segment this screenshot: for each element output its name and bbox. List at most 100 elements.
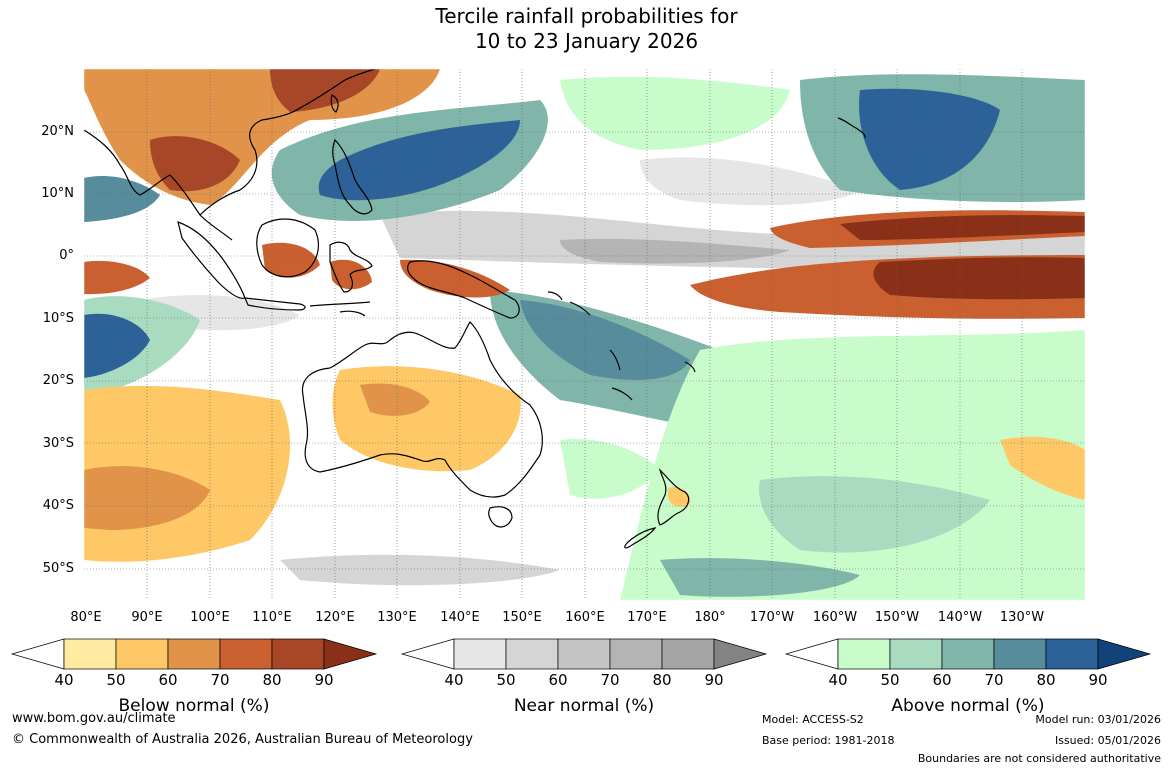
colorbar-extend-high bbox=[1097, 638, 1152, 670]
lon-label: 100°E bbox=[190, 610, 230, 625]
copyright-notice: © Commonwealth of Australia 2026, Austra… bbox=[12, 732, 473, 747]
lon-label: 140°W bbox=[937, 610, 983, 625]
coastline-solomon-islands bbox=[547, 291, 591, 316]
coastline-lesser-sunda bbox=[309, 301, 371, 317]
above-normal-bay-of-bengal bbox=[84, 175, 160, 222]
colorbar-segment bbox=[167, 638, 221, 670]
colorbar-segment bbox=[505, 638, 559, 670]
map-title-line-2: 10 to 23 January 2026 bbox=[474, 29, 699, 53]
colorbar-extend-low bbox=[400, 638, 455, 670]
below-normal-indonesia-west bbox=[84, 260, 150, 295]
colorbar-segment bbox=[557, 638, 611, 670]
lon-label: 170°E bbox=[627, 610, 667, 625]
lat-label: 30°S bbox=[42, 436, 74, 451]
below-normal-australia-interior-core bbox=[360, 383, 430, 416]
colorbar-extend-high bbox=[323, 638, 378, 670]
above-normal-south-pacific bbox=[620, 330, 1085, 600]
lon-label: 130°W bbox=[999, 610, 1045, 625]
coastline-tasmania bbox=[488, 506, 513, 528]
colorbar-segment bbox=[115, 638, 169, 670]
colorbar-tick: 50 bbox=[496, 671, 516, 689]
colorbar-tick: 80 bbox=[652, 671, 672, 689]
colorbar-segment bbox=[837, 638, 891, 670]
colorbar-tick: 40 bbox=[828, 671, 848, 689]
colorbar-tick: 70 bbox=[984, 671, 1004, 689]
colorbar-tick: 60 bbox=[158, 671, 178, 689]
colorbar-tick: 40 bbox=[54, 671, 74, 689]
lon-label: 150°W bbox=[874, 610, 920, 625]
lon-label: 80°E bbox=[70, 610, 102, 625]
coastline-vanuatu-fiji bbox=[609, 349, 696, 401]
colorbar-segment bbox=[661, 638, 715, 670]
coastline-sulawesi bbox=[329, 241, 373, 293]
near-normal-colorbar bbox=[400, 638, 768, 670]
lon-label: 160°W bbox=[812, 610, 858, 625]
lon-label: 90°E bbox=[131, 610, 163, 625]
model-run-date: Model run: 03/01/2026 bbox=[1035, 713, 1161, 726]
colorbar-segment bbox=[453, 638, 507, 670]
base-period: Base period: 1981-2018 bbox=[762, 734, 895, 747]
coastline-philippines bbox=[332, 138, 373, 215]
colorbar-tick: 50 bbox=[106, 671, 126, 689]
lat-label: 0° bbox=[59, 248, 74, 263]
coastline-north-island-nz bbox=[657, 468, 690, 526]
below-normal-borneo bbox=[262, 242, 320, 278]
coastline-south-island-nz bbox=[624, 527, 657, 549]
colorbar-segment bbox=[609, 638, 663, 670]
colorbar-segment bbox=[1045, 638, 1099, 670]
map-frame bbox=[83, 68, 1086, 601]
lat-label: 10°N bbox=[41, 186, 74, 201]
coastline-mainland-asia bbox=[84, 69, 376, 241]
below-normal-new-guinea bbox=[400, 259, 510, 298]
above-normal-coral-sea-core bbox=[520, 300, 690, 380]
lat-label: 10°S bbox=[42, 311, 74, 326]
colorbar-segment bbox=[219, 638, 273, 670]
colorbar-tick: 70 bbox=[210, 671, 230, 689]
colorbar-segment bbox=[993, 638, 1047, 670]
above-normal-legend-title: Above normal (%) bbox=[891, 696, 1045, 716]
above-normal-north-pacific-west bbox=[560, 76, 790, 150]
colorbar-tick: 60 bbox=[932, 671, 952, 689]
above-normal-colorbar bbox=[784, 638, 1152, 670]
below-normal-colorbar bbox=[10, 638, 378, 670]
near-normal-north-pacific bbox=[640, 157, 860, 206]
colorbar-extend-high bbox=[713, 638, 768, 670]
lon-label: 170°W bbox=[749, 610, 795, 625]
below-normal-south-pacific-east bbox=[1000, 436, 1085, 500]
lon-label: 150°E bbox=[502, 610, 542, 625]
colorbar-segment bbox=[63, 638, 117, 670]
below-normal-se-asia-core bbox=[270, 69, 380, 112]
rainfall-probability-map bbox=[83, 68, 1086, 601]
colorbar-tick: 80 bbox=[1036, 671, 1056, 689]
map-title: Tercile rainfall probabilities for 10 to… bbox=[0, 4, 1173, 54]
coastline-taiwan bbox=[330, 94, 339, 113]
lon-label: 180° bbox=[694, 610, 726, 625]
coastlines bbox=[84, 69, 866, 549]
coastline-java bbox=[244, 297, 306, 311]
lon-label: 120°E bbox=[315, 610, 355, 625]
model-name: Model: ACCESS-S2 bbox=[762, 713, 864, 726]
lat-label: 20°S bbox=[42, 373, 74, 388]
graticule bbox=[84, 69, 1085, 600]
lon-label: 160°E bbox=[565, 610, 605, 625]
above-normal-philippine-sea-core bbox=[318, 120, 520, 201]
colorbar-tick: 70 bbox=[600, 671, 620, 689]
near-normal-equatorial-core bbox=[560, 238, 790, 264]
colorbar-tick: 80 bbox=[262, 671, 282, 689]
colorbar-tick: 90 bbox=[1088, 671, 1108, 689]
colorbar-tick: 60 bbox=[548, 671, 568, 689]
issued-date: Issued: 05/01/2026 bbox=[1054, 734, 1161, 747]
lon-label: 110°E bbox=[252, 610, 292, 625]
map-title-line-1: Tercile rainfall probabilities for bbox=[435, 4, 738, 28]
probability-fields bbox=[84, 69, 1085, 600]
website-link[interactable]: www.bom.gov.au/climate bbox=[12, 711, 176, 726]
below-normal-equatorial-pacific-south-core bbox=[873, 257, 1085, 300]
lon-label: 140°E bbox=[440, 610, 480, 625]
coastline-new-guinea bbox=[407, 260, 520, 319]
colorbar-tick: 50 bbox=[880, 671, 900, 689]
colorbar-segment bbox=[889, 638, 943, 670]
above-normal-indian-ocean-west-core bbox=[84, 313, 150, 378]
coastline-hawaii bbox=[837, 117, 866, 139]
colorbar-tick: 90 bbox=[314, 671, 334, 689]
lat-label: 20°N bbox=[41, 124, 74, 139]
